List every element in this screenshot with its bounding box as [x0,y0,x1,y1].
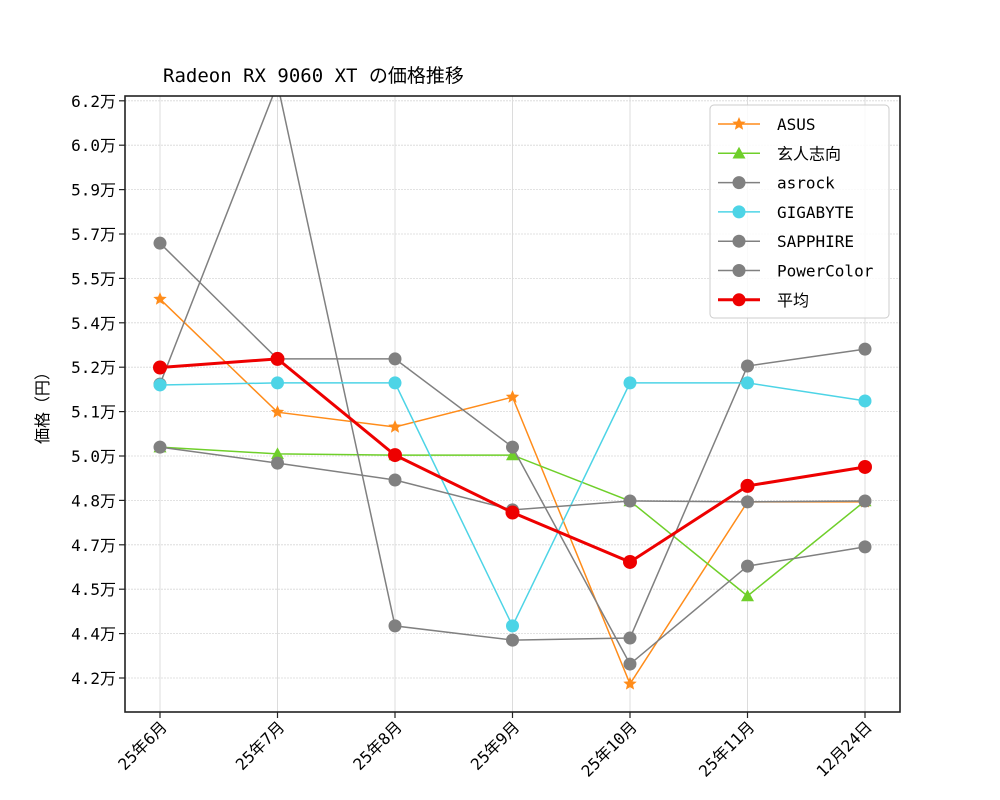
y-tick-label: 5.7万 [71,225,116,244]
circle-marker [741,359,754,373]
series-GIGABYTE [153,376,872,633]
legend-item: 玄人志向 [718,144,841,163]
x-tick-label: 25年8月 [349,717,406,774]
circle-marker [153,378,167,392]
y-axis: 4.2万 4.4万 4.5万 4.7万 4.8万 5.0万 5.1万 5.2万 5.4万 5.5万… [71,92,125,688]
circle-marker [271,376,284,390]
circle-marker [506,619,519,633]
circle-marker [388,619,402,633]
circle-marker [623,554,637,569]
circle-marker [732,293,746,307]
y-axis-label: 価格（円） [33,364,52,444]
chart-title: Radeon RX 9060 XT の価格推移 [163,65,464,87]
circle-marker [153,360,167,375]
circle-marker [506,633,519,647]
legend-label: GIGABYTE [777,203,854,222]
circle-marker [732,205,746,219]
y-tick-label: 4.5万 [71,580,116,599]
triangle-marker [271,447,284,460]
series-平均 [153,351,872,569]
legend-item: asrock [718,174,835,193]
legend-item: SAPPHIRE [718,232,854,251]
circle-marker [732,264,746,277]
circle-marker [858,342,872,356]
y-tick-label: 4.4万 [71,625,116,644]
legend-label: asrock [777,174,835,193]
circle-marker [623,494,637,508]
legend-item: GIGABYTE [718,203,854,222]
circle-marker [270,351,285,366]
circle-marker [623,631,637,645]
star-marker [732,117,746,130]
legend-item: 平均 [718,291,809,310]
y-tick-label: 5.0万 [71,447,116,466]
circle-marker [623,376,637,390]
triangle-marker [732,146,746,159]
y-tick-label: 5.2万 [71,358,116,377]
y-tick-label: 4.2万 [71,669,116,688]
circle-marker [858,540,872,554]
circle-marker [505,505,520,520]
circle-marker [858,494,872,508]
series-layer [153,96,872,690]
y-tick-label: 6.0万 [71,136,116,155]
star-marker [153,292,167,305]
circle-marker [388,473,402,487]
x-tick-label: 25年6月 [114,717,171,774]
legend-item: PowerColor [718,262,874,281]
circle-marker [741,495,754,509]
circle-marker [732,234,746,248]
legend-box [709,104,890,319]
circle-marker [740,478,755,493]
circle-marker [858,459,872,474]
y-tick-label: 5.5万 [71,269,116,288]
x-tick-label: 12月24日 [813,717,876,780]
legend-label: 平均 [777,291,809,310]
circle-marker [858,394,872,408]
star-marker [505,390,520,403]
x-tick-label: 25年10月 [578,717,641,780]
x-tick-label: 25年7月 [232,717,289,774]
circle-marker [271,456,284,470]
x-axis: 25年6月 25年7月 25年8月 25年9月 25年10月 25年11月 12月24日 [114,712,876,781]
x-tick-label: 25年11月 [695,717,758,780]
circle-marker [741,376,754,390]
circle-marker [388,352,402,366]
triangle-marker [741,589,754,602]
circle-marker [506,440,519,454]
star-marker [623,676,637,690]
legend-label: PowerColor [777,262,874,281]
circle-marker [741,559,754,573]
circle-marker [153,236,167,250]
star-marker [388,420,402,433]
y-tick-label: 4.8万 [71,491,116,510]
star-marker [270,405,285,418]
y-tick-label: 4.7万 [71,536,116,555]
y-tick-label: 5.9万 [71,181,116,200]
y-tick-label: 6.2万 [71,92,116,111]
circle-marker [153,440,167,454]
legend-item: ASUS [718,115,816,134]
circle-marker [388,448,402,463]
y-tick-label: 5.1万 [71,403,116,422]
legend-label: 玄人志向 [777,144,841,163]
circle-marker [623,657,637,671]
legend-label: ASUS [777,115,816,134]
y-tick-label: 5.4万 [71,314,116,333]
triangle-marker [506,448,519,461]
legend: ASUS 玄人志向 asrock GIGABYTE SAPPHIRE PowerColor… [709,104,890,319]
legend-label: SAPPHIRE [777,232,854,251]
x-tick-label: 25年9月 [467,717,524,774]
circle-marker [732,176,746,190]
circle-marker [388,376,402,390]
